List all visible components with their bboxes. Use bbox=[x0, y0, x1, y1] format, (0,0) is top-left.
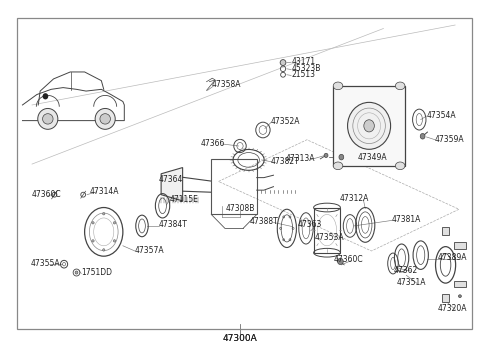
Text: 43171: 43171 bbox=[292, 57, 316, 66]
Text: 47359A: 47359A bbox=[435, 135, 465, 143]
Text: 47349A: 47349A bbox=[357, 153, 387, 162]
Text: 47366: 47366 bbox=[200, 139, 225, 148]
Ellipse shape bbox=[103, 249, 105, 251]
Bar bbox=[454, 242, 466, 249]
Bar bbox=[313, 208, 340, 253]
Ellipse shape bbox=[92, 222, 94, 224]
Text: 47312A: 47312A bbox=[340, 194, 369, 203]
Ellipse shape bbox=[280, 60, 286, 66]
Text: 47364: 47364 bbox=[159, 174, 183, 184]
Ellipse shape bbox=[420, 133, 425, 139]
Text: 47351A: 47351A bbox=[397, 278, 426, 287]
Bar bbox=[442, 227, 449, 235]
Ellipse shape bbox=[324, 153, 328, 157]
Text: 47363: 47363 bbox=[298, 221, 322, 229]
Text: 47300A: 47300A bbox=[223, 334, 257, 343]
Ellipse shape bbox=[75, 271, 78, 274]
Ellipse shape bbox=[38, 109, 58, 129]
Polygon shape bbox=[161, 168, 182, 201]
Text: 47115E: 47115E bbox=[169, 195, 198, 204]
Ellipse shape bbox=[92, 240, 94, 242]
Text: 47320A: 47320A bbox=[438, 304, 467, 313]
Ellipse shape bbox=[333, 82, 343, 90]
Ellipse shape bbox=[43, 114, 53, 124]
Text: 47384T: 47384T bbox=[159, 221, 188, 229]
Text: 47360C: 47360C bbox=[32, 190, 61, 199]
Ellipse shape bbox=[113, 222, 116, 224]
Ellipse shape bbox=[95, 109, 115, 129]
Text: 47389A: 47389A bbox=[438, 253, 467, 262]
Bar bbox=[211, 159, 257, 215]
Text: 21513: 21513 bbox=[292, 70, 316, 79]
Text: 47358A: 47358A bbox=[211, 80, 241, 89]
Ellipse shape bbox=[396, 162, 405, 170]
Ellipse shape bbox=[100, 114, 110, 124]
Text: 47357A: 47357A bbox=[135, 246, 165, 255]
Text: 47381A: 47381A bbox=[392, 215, 421, 224]
Text: 47362: 47362 bbox=[394, 266, 418, 275]
Bar bbox=[442, 294, 449, 303]
Text: 47360C: 47360C bbox=[334, 255, 363, 264]
Text: 45323B: 45323B bbox=[292, 64, 321, 73]
Bar bbox=[454, 281, 466, 288]
Text: 47388T: 47388T bbox=[250, 217, 278, 226]
Ellipse shape bbox=[103, 213, 105, 215]
Text: 47355A: 47355A bbox=[31, 259, 60, 268]
Ellipse shape bbox=[458, 295, 461, 298]
Text: 47300A: 47300A bbox=[223, 334, 257, 343]
Text: 47314A: 47314A bbox=[89, 187, 119, 196]
Text: 47382T: 47382T bbox=[271, 157, 300, 166]
Ellipse shape bbox=[43, 93, 48, 99]
Text: 47354A: 47354A bbox=[426, 111, 456, 120]
Text: 1751DD: 1751DD bbox=[81, 268, 112, 277]
Text: 47352A: 47352A bbox=[271, 117, 300, 126]
Ellipse shape bbox=[113, 240, 116, 242]
Ellipse shape bbox=[333, 162, 343, 170]
Bar bbox=[333, 86, 405, 166]
Ellipse shape bbox=[339, 154, 344, 160]
Text: 47353A: 47353A bbox=[314, 232, 344, 242]
Ellipse shape bbox=[337, 258, 343, 265]
Ellipse shape bbox=[348, 102, 391, 149]
Bar bbox=[17, 18, 472, 329]
Text: 47313A: 47313A bbox=[286, 154, 315, 163]
Ellipse shape bbox=[396, 82, 405, 90]
Text: 47308B: 47308B bbox=[225, 204, 255, 213]
Ellipse shape bbox=[364, 120, 374, 132]
